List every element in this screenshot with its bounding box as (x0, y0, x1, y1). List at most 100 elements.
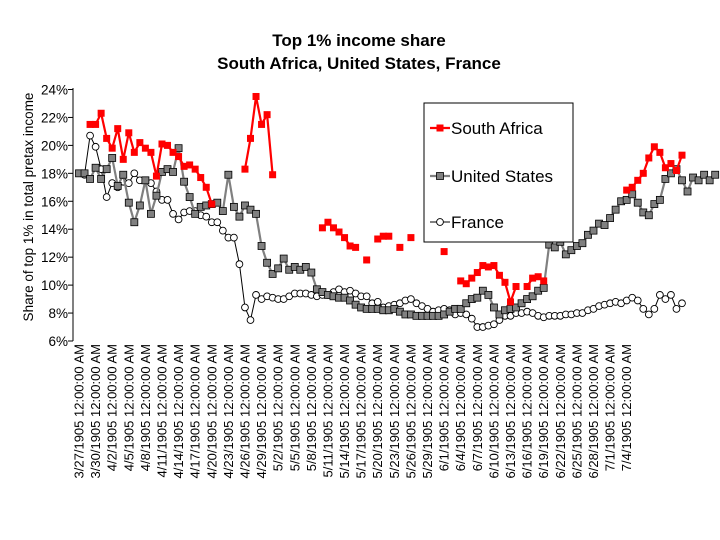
data-point-france (672, 305, 681, 313)
data-point-france (230, 233, 238, 242)
data-point-united-states (478, 286, 487, 295)
data-point-south-africa (318, 224, 326, 232)
x-tick-label: 3/27/1905 12:00:00 AM (72, 344, 87, 478)
data-point-france (130, 169, 139, 178)
data-point-south-africa (534, 273, 542, 281)
y-tick-label: 6% (48, 334, 68, 349)
x-tick-label: 6/10/1905 12:00:00 AM (486, 344, 501, 478)
data-point-south-africa (147, 148, 155, 156)
data-point-united-states (512, 303, 520, 312)
x-tick-label: 5/17/1905 12:00:00 AM (354, 344, 369, 478)
data-point-south-africa (202, 183, 210, 191)
data-point-united-states (224, 170, 233, 179)
data-point-france (213, 218, 222, 227)
x-tick-label: 7/1/1905 12:00:00 AM (603, 344, 618, 471)
data-point-united-states (263, 258, 271, 267)
data-point-france (644, 310, 653, 319)
data-point-south-africa (363, 256, 371, 264)
x-tick-label: 4/11/1905 12:00:00 AM (154, 344, 169, 477)
data-point-south-africa (468, 274, 476, 282)
data-point-south-africa (495, 271, 503, 279)
x-tick-label: 6/28/1905 12:00:00 AM (586, 344, 601, 478)
data-point-south-africa (661, 164, 669, 172)
data-point-united-states (678, 176, 686, 185)
x-tick-label: 7/4/1905 12:00:00 AM (619, 344, 634, 471)
data-point-united-states (97, 175, 106, 183)
data-point-south-africa (335, 228, 343, 236)
data-point-united-states (86, 175, 94, 183)
x-tick-label: 6/13/1905 12:00:00 AM (503, 344, 518, 478)
x-tick-label: 6/7/1905 12:00:00 AM (470, 344, 485, 471)
data-point-south-africa (252, 92, 260, 100)
data-point-united-states (633, 198, 642, 207)
data-point-united-states (180, 177, 189, 186)
data-point-south-africa (385, 232, 393, 240)
x-tick-label: 6/19/1905 12:00:00 AM (536, 344, 551, 478)
data-point-south-africa (158, 140, 166, 148)
data-point-united-states (550, 243, 559, 252)
data-point-united-states (174, 144, 183, 153)
data-point-united-states (661, 175, 670, 183)
data-point-france (667, 291, 675, 299)
data-point-united-states (246, 205, 255, 214)
x-tick-label: 4/2/1905 12:00:00 AM (105, 344, 120, 471)
data-point-france (246, 316, 255, 324)
data-point-united-states (346, 296, 354, 305)
series-south-africa (86, 92, 686, 306)
y-tick-label: 22% (41, 110, 68, 125)
y-tick-label: 12% (41, 250, 68, 265)
data-point-south-africa (269, 171, 277, 179)
x-tick-label: 5/29/1905 12:00:00 AM (420, 344, 435, 478)
data-point-united-states (606, 214, 614, 222)
data-point-south-africa (169, 148, 177, 156)
legend-marker-france (436, 218, 444, 226)
data-point-france (163, 196, 172, 204)
data-point-france (407, 295, 415, 303)
data-point-united-states (169, 168, 177, 176)
data-point-france (639, 305, 648, 313)
chart-title-line-2: South Africa, United States, France (217, 54, 501, 73)
data-point-south-africa (114, 125, 122, 133)
data-point-united-states (705, 176, 714, 185)
data-point-south-africa (529, 274, 537, 282)
data-point-united-states (152, 191, 161, 200)
data-point-south-africa (191, 165, 199, 173)
data-point-south-africa (628, 183, 636, 191)
data-point-south-africa (634, 176, 642, 184)
data-point-united-states (611, 205, 620, 214)
data-point-united-states (644, 211, 653, 220)
data-point-south-africa (86, 120, 94, 128)
y-axis-label: Share of top 1% in total pretax income (21, 93, 36, 322)
x-tick-label: 4/14/1905 12:00:00 AM (171, 344, 186, 478)
data-point-south-africa (462, 280, 470, 288)
data-point-france (218, 226, 227, 235)
x-tick-label: 4/17/1905 12:00:00 AM (188, 344, 203, 478)
data-point-france (102, 193, 111, 201)
data-point-united-states (91, 163, 100, 172)
y-tick-label: 20% (41, 138, 68, 153)
data-point-south-africa (440, 248, 448, 256)
data-point-south-africa (175, 153, 183, 161)
data-point-united-states (235, 212, 244, 221)
data-point-france (202, 212, 211, 221)
data-point-south-africa (512, 283, 520, 291)
x-tick-label: 6/25/1905 12:00:00 AM (569, 344, 584, 478)
y-tick-label: 16% (41, 194, 68, 209)
data-point-united-states (252, 209, 260, 218)
data-point-south-africa (152, 172, 160, 180)
data-point-south-africa (396, 243, 404, 251)
data-point-france (661, 295, 670, 303)
x-tick-label: 5/5/1905 12:00:00 AM (287, 344, 302, 471)
data-point-united-states (301, 263, 310, 271)
data-point-france (362, 292, 371, 301)
data-point-united-states (102, 165, 111, 174)
data-point-south-africa (507, 298, 515, 306)
data-point-south-africa (645, 154, 653, 162)
x-tick-label: 4/5/1905 12:00:00 AM (121, 344, 136, 471)
data-point-united-states (257, 242, 266, 250)
data-point-south-africa (678, 151, 686, 159)
data-point-united-states (218, 207, 227, 215)
data-point-south-africa (501, 278, 509, 286)
data-point-united-states (683, 187, 692, 196)
x-tick-label: 4/20/1905 12:00:00 AM (204, 344, 219, 478)
